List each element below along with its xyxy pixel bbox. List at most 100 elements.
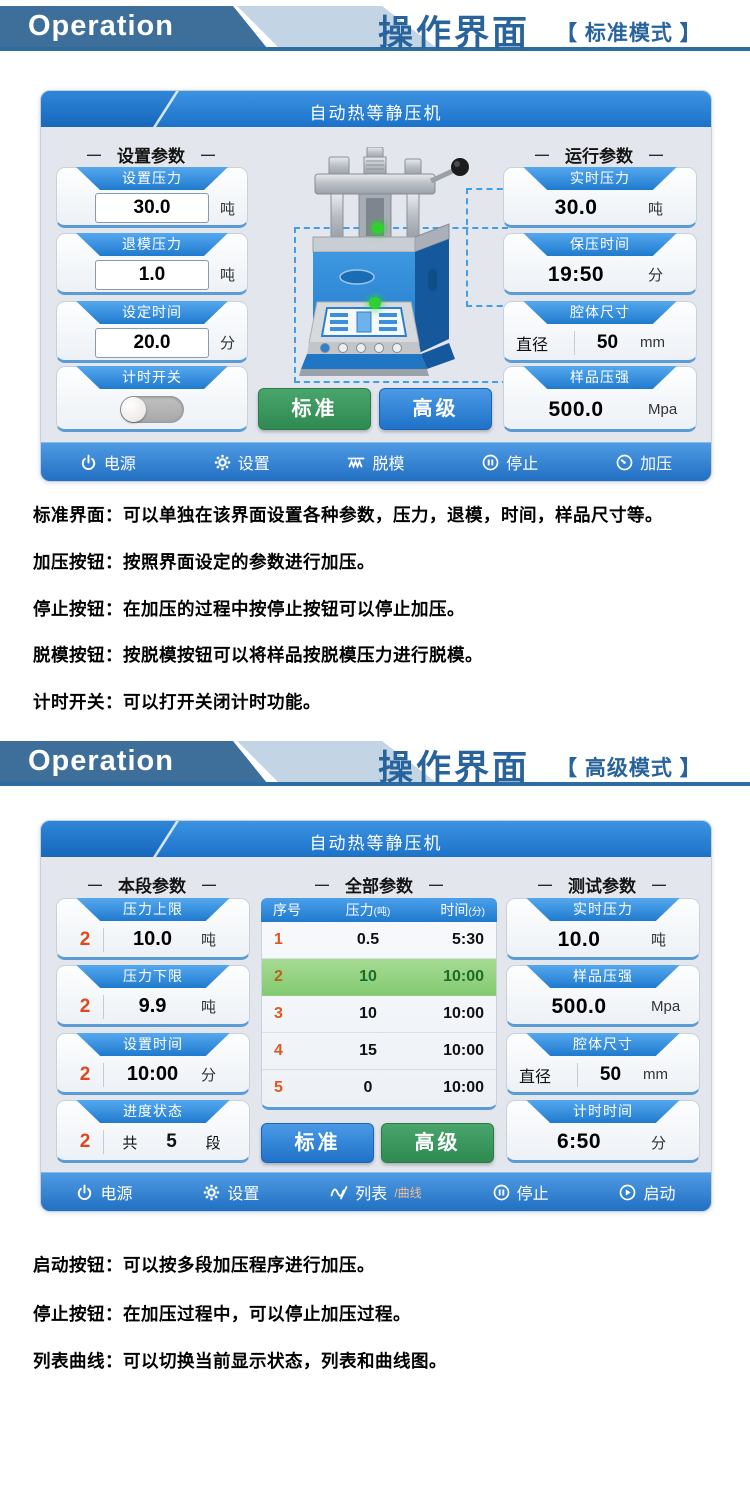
table-row-active[interactable]: 2 10 10:00	[262, 959, 496, 996]
cavity-size-value: 50	[596, 331, 619, 353]
sample-pressure-card: 样品压强 500.0 Mpa	[503, 366, 697, 432]
pressure-upper-label: 压力上限	[76, 898, 230, 921]
segments-table: 序号 压力 (吨) 时间 (分) 1 0.5 5:30 2 10 10:	[261, 898, 497, 1110]
power-button[interactable]: 电源	[76, 1180, 132, 1204]
table-row[interactable]: 3 10 10:00	[262, 996, 496, 1033]
real-pressure-value: 30.0	[554, 196, 598, 219]
demold-pressure-input[interactable]: 1.0	[95, 259, 209, 290]
demold-button[interactable]: 脱模	[347, 450, 405, 474]
set-pressure-label: 设置压力	[76, 167, 228, 190]
panel-titlebar: 自动热等静压机	[41, 821, 711, 857]
real-pressure-label: 实时压力	[523, 167, 677, 190]
progress-prefix: 共	[122, 1134, 138, 1152]
pressure-upper-unit: 吨	[201, 932, 217, 949]
standard-panel: 自动热等静压机 设置参数 运行参数 设置压力 30.0 吨 退模压力 1.0 吨…	[40, 90, 712, 482]
settings-button[interactable]: 设置	[214, 450, 270, 474]
gear-icon	[204, 1184, 220, 1200]
header-pressure: 压力 (吨)	[345, 902, 391, 918]
ribbon-dark-shape	[0, 6, 267, 48]
segments-table-body: 1 0.5 5:30 2 10 10:00 3 10 10:00 4 15	[261, 922, 497, 1110]
divider	[103, 1130, 104, 1154]
set-time-label: 设置时间	[76, 1033, 230, 1056]
pressure-lower-card: 压力下限 2 9.9 吨	[56, 965, 250, 1027]
set-pressure-input[interactable]: 30.0	[95, 193, 209, 223]
stop-button[interactable]: 停止	[493, 1180, 549, 1204]
progress-unit: 段	[205, 1134, 221, 1152]
page-title: 操作界面	[378, 14, 531, 53]
note-standard-4: 脱模按钮：按脱模按钮可以将样品按脱模压力进行脱模。	[33, 645, 483, 665]
pause-icon	[482, 454, 499, 470]
cavity-dimension-name: 直径	[516, 336, 549, 354]
set-time-card: 设置时间 2 10:00 分	[56, 1033, 250, 1095]
start-icon	[620, 1184, 636, 1200]
pressure-upper-card: 压力上限 2 10.0 吨	[56, 898, 250, 960]
standard-mode-button[interactable]: 标准	[261, 1123, 374, 1163]
progress-total: 5	[166, 1131, 177, 1152]
timer-card: 计时时间 6:50 分	[506, 1100, 700, 1163]
sample-pressure-unit: Mpa	[651, 998, 681, 1015]
callout-dash-lower	[294, 227, 508, 383]
set-time-unit: 分	[219, 335, 235, 352]
pressure-lower-unit: 吨	[201, 999, 217, 1016]
progress-segment: 2	[79, 1131, 91, 1152]
set-pressure-unit: 吨	[219, 200, 235, 218]
panel-title: 自动热等静压机	[309, 834, 443, 853]
cavity-size-label: 腔体尺寸	[526, 1033, 680, 1056]
header-time: 时间 (分)	[440, 902, 485, 918]
pressure-upper-segment: 2	[79, 928, 91, 950]
cavity-size-value: 50	[599, 1063, 622, 1085]
demold-pressure-label: 退模压力	[76, 233, 228, 256]
note-standard-1: 标准界面：可以单独在该界面设置各种参数，压力，退模，时间，样品尺寸等。	[33, 505, 663, 525]
gear-icon	[214, 454, 230, 470]
timer-toggle[interactable]	[120, 396, 184, 423]
divider	[574, 330, 575, 355]
column-title-running: 运行参数	[503, 144, 695, 166]
demold-icon	[348, 457, 365, 469]
hero-standard: Operation 操作界面 【 标准模式 】	[0, 0, 750, 58]
set-time-input[interactable]: 20.0	[95, 327, 209, 358]
settings-button[interactable]: 设置	[203, 1180, 259, 1204]
real-pressure-card: 实时压力 10.0 吨	[506, 898, 700, 960]
divider	[103, 994, 104, 1019]
hold-time-unit: 分	[648, 267, 664, 284]
timer-label: 计时时间	[526, 1100, 680, 1123]
start-button[interactable]: 启动	[619, 1180, 676, 1204]
sample-pressure-card: 样品压强 500.0 Mpa	[506, 965, 700, 1027]
divider	[577, 1062, 578, 1087]
mode-badge: 【 标准模式 】	[556, 22, 702, 45]
ribbon-underline	[0, 782, 750, 786]
pressurize-button[interactable]: 加压	[616, 450, 672, 474]
cavity-size-card: 腔体尺寸 直径 50 mm	[503, 301, 697, 363]
demold-pressure-card: 退模压力 1.0 吨	[56, 233, 248, 295]
pressure-lower-value: 9.9	[138, 995, 167, 1017]
progress-label: 进度状态	[76, 1100, 230, 1123]
real-pressure-unit: 吨	[648, 200, 664, 218]
list-curve-button[interactable]: 列表/曲线	[330, 1180, 422, 1204]
header-seq: 序号	[273, 902, 301, 918]
set-time-unit: 分	[201, 1067, 217, 1084]
set-time-card: 设定时间 20.0 分	[56, 301, 248, 363]
table-row[interactable]: 4 15 10:00	[262, 1033, 496, 1070]
cavity-dimension-name: 直径	[519, 1068, 552, 1086]
advanced-toolbar: 电源 设置 列表/曲线	[41, 1172, 711, 1211]
cavity-size-card: 腔体尺寸 直径 50 mm	[506, 1033, 700, 1095]
advanced-mode-button[interactable]: 高级	[381, 1123, 494, 1163]
timer-value: 6:50	[556, 1130, 602, 1153]
sample-pressure-label: 样品压强	[523, 366, 677, 389]
table-row[interactable]: 1 0.5 5:30	[262, 922, 496, 959]
power-button[interactable]: 电源	[80, 450, 136, 474]
pause-icon	[493, 1184, 509, 1200]
sample-pressure-unit: Mpa	[648, 401, 678, 418]
set-pressure-card: 设置压力 30.0 吨	[56, 167, 248, 228]
note-standard-5: 计时开关：可以打开关闭计时功能。	[33, 692, 321, 712]
ribbon-dark-shape	[0, 741, 267, 783]
power-icon	[81, 454, 96, 470]
list-curve-icon	[330, 1185, 348, 1199]
note-standard-3: 停止按钮：在加压的过程中按停止按钮可以停止加压。	[33, 599, 465, 619]
stop-button[interactable]: 停止	[482, 450, 538, 474]
standard-mode-button[interactable]: 标准	[258, 388, 371, 430]
hold-time-card: 保压时间 19:50 分	[503, 233, 697, 295]
table-row[interactable]: 5 0 10:00	[274, 1079, 484, 1096]
advanced-mode-button[interactable]: 高级	[379, 388, 492, 430]
